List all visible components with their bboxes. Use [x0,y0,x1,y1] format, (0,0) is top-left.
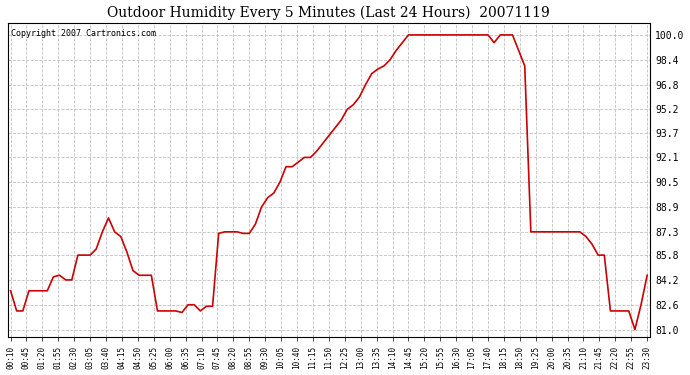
Text: Copyright 2007 Cartronics.com: Copyright 2007 Cartronics.com [11,29,156,38]
Title: Outdoor Humidity Every 5 Minutes (Last 24 Hours)  20071119: Outdoor Humidity Every 5 Minutes (Last 2… [108,6,550,20]
